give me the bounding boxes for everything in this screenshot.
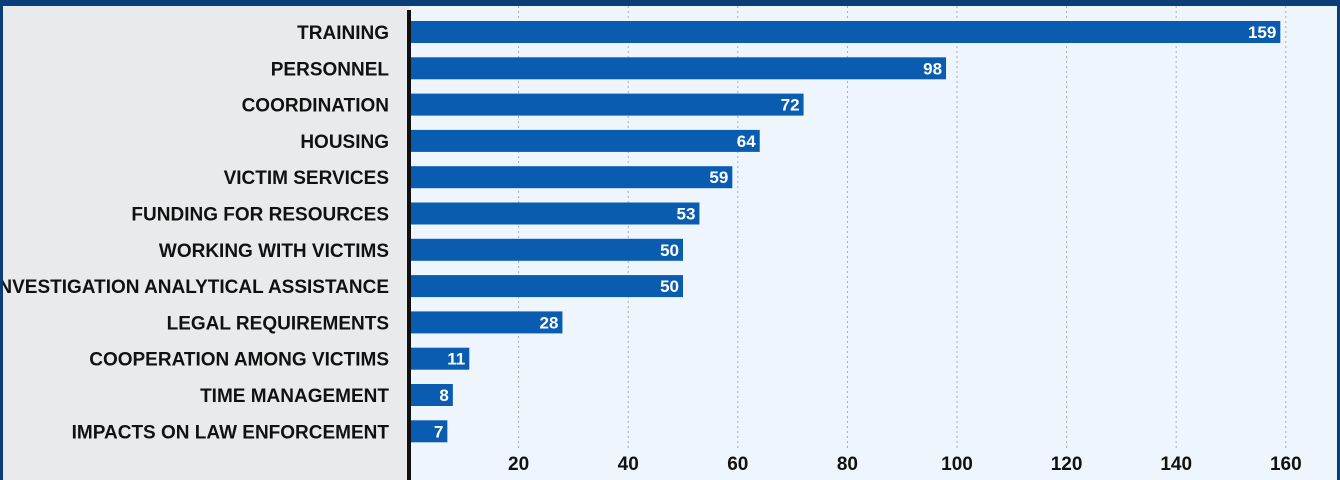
category-label: VICTIM SERVICES <box>224 168 389 189</box>
bar <box>409 57 947 80</box>
bar-value-label: 28 <box>540 313 559 332</box>
bar <box>409 93 804 116</box>
bar <box>409 238 683 261</box>
bar-value-label: 8 <box>439 386 448 405</box>
x-tick-label: 120 <box>1051 454 1083 475</box>
bar <box>409 275 683 298</box>
category-label: COORDINATION <box>242 96 389 117</box>
category-label: HOUSING <box>300 132 389 153</box>
bar-value-label: 98 <box>923 59 942 78</box>
bar-value-label: 7 <box>434 422 443 441</box>
category-label: PERSONNEL <box>271 59 390 80</box>
bar <box>409 166 733 189</box>
bar-value-label: 159 <box>1248 23 1276 42</box>
category-label: TRAINING <box>297 23 389 44</box>
bar-value-label: 11 <box>447 350 465 369</box>
x-tick-label: 80 <box>837 454 858 475</box>
bar <box>409 21 1281 43</box>
label-area-background <box>0 6 409 480</box>
bar-value-label: 72 <box>781 96 800 115</box>
category-label: FUNDING FOR RESOURCES <box>131 205 389 226</box>
bar <box>409 384 453 406</box>
x-tick-label: 40 <box>618 454 639 475</box>
category-label: COOPERATION AMONG VICTIMS <box>89 350 389 371</box>
bar-value-label: 59 <box>709 168 728 187</box>
x-tick-label: 20 <box>508 454 529 475</box>
category-label: WORKING WITH VICTIMS <box>159 241 389 262</box>
right-border <box>1337 0 1340 480</box>
category-label: IMPACTS ON LAW ENFORCEMENT <box>72 422 390 443</box>
bar <box>409 347 470 370</box>
bar <box>409 311 563 334</box>
bar-value-label: 50 <box>660 277 679 296</box>
bar-value-label: 50 <box>660 241 679 260</box>
category-label: INVESTIGATION ANALYTICAL ASSISTANCE <box>0 277 389 298</box>
x-tick-label: 160 <box>1270 454 1302 475</box>
left-border <box>0 0 3 480</box>
category-label: LEGAL REQUIREMENTS <box>167 313 389 334</box>
category-label: TIME MANAGEMENT <box>200 386 389 407</box>
x-tick-label: 140 <box>1160 454 1192 475</box>
bar <box>409 129 760 152</box>
bar <box>409 420 448 443</box>
bar <box>409 202 700 225</box>
top-border <box>0 0 1340 6</box>
bar-value-label: 64 <box>737 132 756 151</box>
x-tick-label: 100 <box>941 454 973 475</box>
bar-value-label: 53 <box>677 205 696 224</box>
x-tick-label: 60 <box>727 454 748 475</box>
